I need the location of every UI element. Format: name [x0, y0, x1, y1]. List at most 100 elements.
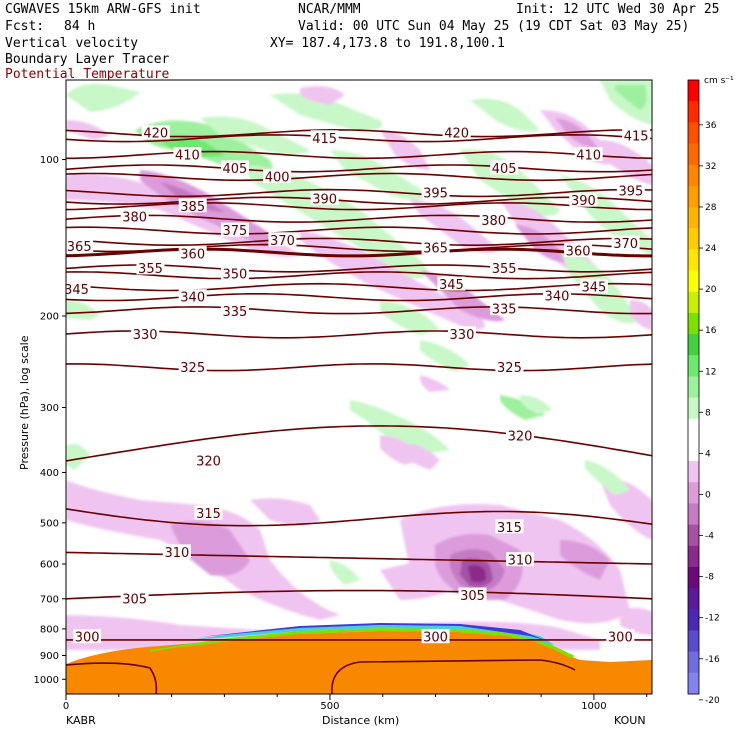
valid-time: Valid: 00 UTC Sun 04 May 25 (19 CDT Sat … [298, 19, 689, 34]
x-tick-label: 0 [63, 701, 69, 712]
theta-label: 415 [312, 132, 337, 147]
theta-label: 300 [423, 631, 448, 646]
colorbar-label: 0 [705, 490, 711, 500]
theta-label-bg [194, 505, 223, 520]
colorbar-swatch [688, 291, 699, 314]
theta-label-bg [421, 240, 450, 255]
theta-label-bg [178, 246, 207, 261]
theta-label: 410 [175, 148, 200, 163]
theta-contour-365 [66, 243, 652, 253]
theta-label-bg [506, 552, 535, 567]
colorbar-swatch [688, 185, 699, 208]
theta-label-bg [611, 235, 640, 250]
theta-label-bg [220, 265, 249, 280]
theta-label-bg [131, 326, 160, 341]
theta-label: 335 [492, 303, 517, 318]
colorbar-swatch [688, 397, 699, 420]
theta-label: 390 [571, 194, 596, 209]
theta-label: 405 [223, 162, 248, 177]
colorbar-label: -4 [705, 532, 714, 542]
theta-label: 395 [423, 187, 448, 202]
theta-contour-415 [66, 133, 652, 143]
colorbar-swatch [688, 249, 699, 272]
theta-label-bg [66, 281, 91, 296]
colorbar-swatch [688, 80, 699, 102]
y-tick-label: 500 [40, 518, 59, 529]
potential-temperature-contours [66, 128, 652, 694]
theta-label-bg [490, 301, 519, 316]
field-vertical-velocity: Vertical velocity [5, 36, 138, 51]
colorbar-swatch [688, 164, 699, 187]
theta-contour-405 [66, 164, 652, 173]
y-tick-label: 100 [40, 155, 59, 166]
theta-label-bg [173, 146, 202, 161]
theta-label: 380 [481, 214, 506, 229]
x-tick-label: 1000 [581, 701, 606, 712]
theta-contour-300-west [66, 662, 158, 694]
theta-label: 310 [164, 546, 189, 561]
theta-label: 320 [196, 454, 221, 469]
theta-label-bg [141, 125, 170, 140]
theta-label-bg [220, 222, 249, 237]
colorbar-swatch [688, 376, 699, 399]
theta-contour-350 [66, 271, 652, 280]
theta-label: 415 [624, 129, 649, 144]
theta-label: 370 [270, 234, 295, 249]
colorbar-unit: cm s⁻¹ [704, 76, 734, 86]
colorbar-swatch [688, 482, 699, 504]
theta-label-bg [310, 130, 339, 145]
colorbar-swatch [688, 672, 699, 695]
colorbar-swatch [688, 312, 699, 335]
y-tick-label: 600 [40, 559, 59, 570]
theta-contour-395 [66, 188, 652, 198]
colorbar-swatch [688, 630, 699, 653]
theta-label: 340 [545, 289, 570, 304]
theta-label-bg [120, 590, 149, 605]
y-tick-label: 1000 [34, 675, 59, 686]
theta-label-bg [268, 232, 297, 247]
theta-label-bg [479, 212, 508, 227]
theta-label-bg [178, 359, 207, 374]
theta-label: 385 [180, 200, 205, 215]
colorbar-label: 4 [705, 449, 711, 459]
theta-label-bg [136, 260, 165, 275]
colorbar-swatch [688, 503, 699, 526]
theta-contour-410 [66, 150, 652, 160]
theta-label-bg [458, 587, 487, 602]
theta-label: 355 [492, 262, 517, 277]
model-title: CGWAVES 15km ARW-GFS init [5, 2, 201, 17]
theta-contour-375 [66, 226, 652, 235]
potential-temperature-labels: 420 420 415 415 410 410 405 405 400 395 395 390 390 3… [64, 125, 651, 646]
colorbar-label: 16 [705, 326, 717, 336]
field-boundary-layer-tracer: Boundary Layer Tracer [5, 52, 170, 67]
colorbar-label: -8 [705, 573, 714, 583]
theta-contour-380 [66, 214, 652, 223]
colorbar-label: 8 [705, 408, 711, 418]
forecast-hour: 84 h [64, 19, 95, 34]
theta-label: 345 [64, 283, 89, 298]
colorbar-swatch [688, 651, 699, 674]
theta-label-bg [310, 190, 339, 205]
theta-label: 350 [223, 267, 248, 282]
theta-label: 365 [67, 240, 92, 255]
plot-area: 420 420 415 415 410 410 405 405 400 395 395 390 390 3… [64, 80, 652, 694]
field-potential-temperature: Potential Temperature [5, 67, 170, 82]
tracer-edge-outer [190, 625, 555, 645]
colorbar-swatch [688, 207, 699, 229]
theta-label-bg [495, 359, 524, 374]
theta-label: 405 [492, 162, 517, 177]
colorbar: 36 32 28 24 20 16 12 8 4 0 -4 -8 -12 -16 -20 [687, 79, 720, 706]
theta-label-bg [73, 629, 102, 644]
distance-axis: 0 500 1000 [63, 694, 648, 712]
theta-label: 400 [265, 170, 290, 185]
theta-label-bg [506, 427, 535, 442]
theta-label: 355 [138, 262, 163, 277]
y-tick-label: 900 [40, 651, 59, 662]
plot-frame [65, 79, 653, 695]
theta-label-bg [120, 209, 149, 224]
colorbar-label: 32 [705, 162, 716, 172]
theta-label: 315 [196, 507, 221, 522]
theta-label-bg [220, 303, 249, 318]
x-tick-label: 500 [320, 701, 339, 712]
